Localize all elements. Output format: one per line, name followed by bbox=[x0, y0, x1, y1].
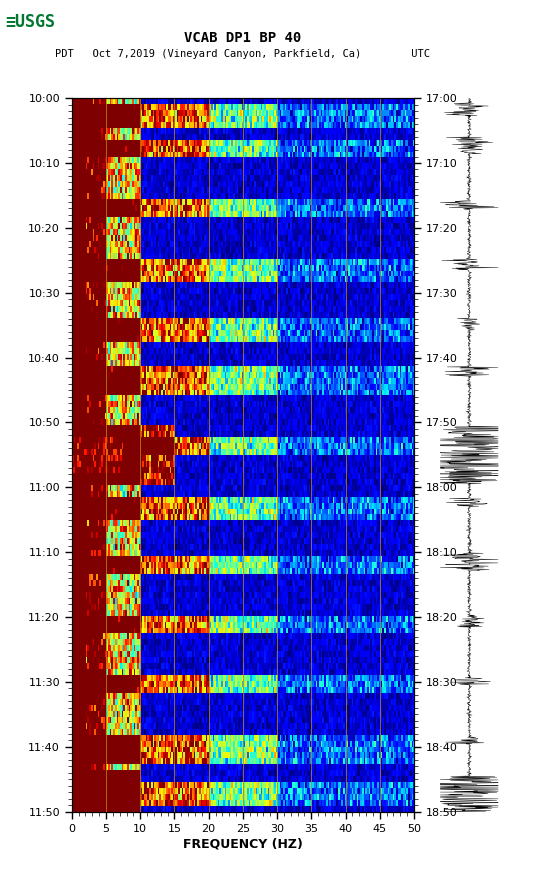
Text: ≡USGS: ≡USGS bbox=[6, 13, 56, 31]
X-axis label: FREQUENCY (HZ): FREQUENCY (HZ) bbox=[183, 838, 303, 851]
Text: PDT   Oct 7,2019 (Vineyard Canyon, Parkfield, Ca)        UTC: PDT Oct 7,2019 (Vineyard Canyon, Parkfie… bbox=[55, 49, 431, 59]
Text: VCAB DP1 BP 40: VCAB DP1 BP 40 bbox=[184, 31, 301, 45]
